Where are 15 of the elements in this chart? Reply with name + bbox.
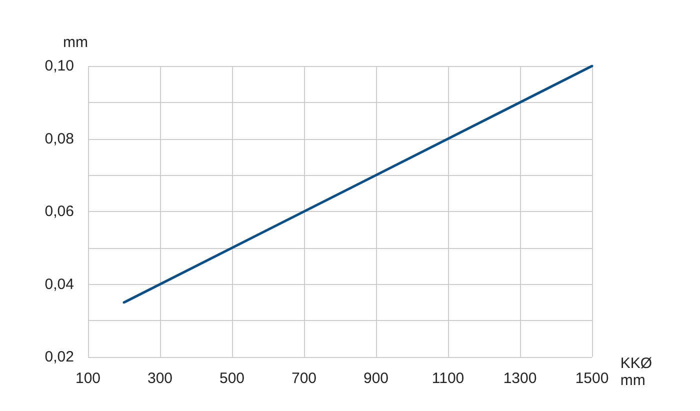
y-tick-label: 0,10	[44, 58, 74, 74]
y-tick-label: 0,08	[44, 130, 74, 148]
x-tick-label: 300	[147, 370, 173, 387]
x-tick-label: 1100	[432, 370, 464, 387]
x-tick-label: 700	[291, 370, 317, 387]
y-axis-title: mm	[63, 34, 88, 51]
y-tick-label: 0,06	[44, 203, 74, 220]
x-tick-label: 100	[75, 370, 101, 387]
x-tick-label: 1300	[503, 370, 537, 387]
x-tick-label: 1500	[575, 370, 609, 387]
x-tick-label: 500	[219, 370, 245, 387]
x-tick-label: 900	[363, 370, 389, 387]
x-axis-title: KKØ mm	[620, 355, 652, 389]
y-tick-label: 0,04	[44, 276, 74, 293]
y-tick-label: 0,02	[44, 348, 74, 366]
